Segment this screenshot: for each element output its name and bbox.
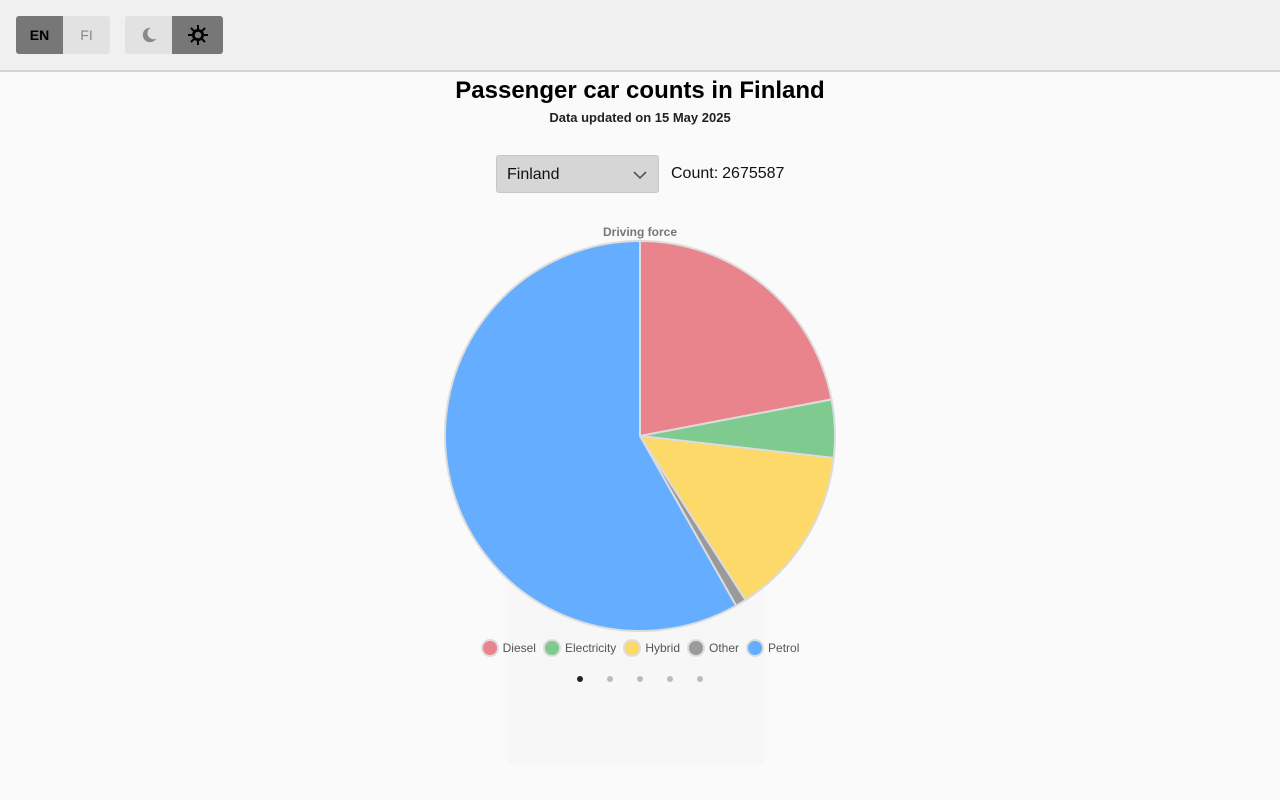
pie-chart bbox=[444, 239, 836, 632]
legend-item-other[interactable]: Other bbox=[687, 639, 739, 657]
legend-swatch bbox=[480, 639, 499, 657]
moon-icon bbox=[142, 27, 156, 43]
legend-label: Petrol bbox=[768, 641, 800, 655]
language-toggle: EN FI bbox=[16, 16, 110, 54]
chart-legend: Diesel Electricity Hybrid Other Petrol bbox=[0, 639, 1280, 657]
legend-item-hybrid[interactable]: Hybrid bbox=[623, 639, 680, 657]
light-mode-button[interactable] bbox=[172, 16, 223, 54]
region-select-value: Finland bbox=[507, 166, 560, 183]
pie-slice-diesel[interactable] bbox=[639, 239, 833, 438]
dark-mode-button[interactable] bbox=[125, 16, 172, 54]
pager-dot-2[interactable] bbox=[607, 676, 613, 682]
legend-swatch bbox=[687, 639, 705, 657]
legend-item-petrol[interactable]: Petrol bbox=[746, 639, 799, 657]
page-title: Passenger car counts in Finland bbox=[455, 77, 825, 104]
legend-label: Diesel bbox=[502, 641, 536, 655]
data-updated-text: Data updated on 15 May 2025 bbox=[549, 110, 731, 125]
pager-dot-3[interactable] bbox=[637, 676, 643, 682]
pager-dot-1[interactable] bbox=[577, 676, 583, 682]
legend-label: Hybrid bbox=[645, 641, 680, 655]
legend-label: Electricity bbox=[564, 641, 617, 655]
chart-title: Driving force bbox=[602, 225, 677, 239]
sun-gear-icon bbox=[187, 25, 208, 45]
count-value: 2675587 bbox=[722, 165, 785, 182]
legend-item-electricity[interactable]: Electricity bbox=[542, 639, 617, 657]
chevron-down-icon bbox=[633, 171, 647, 180]
language-fi-button[interactable]: FI bbox=[63, 16, 110, 54]
legend-swatch bbox=[623, 639, 642, 657]
language-en-button[interactable]: EN bbox=[16, 16, 63, 54]
region-select[interactable]: Finland bbox=[496, 155, 659, 193]
pager-dot-5[interactable] bbox=[697, 676, 703, 682]
top-bar: EN FI bbox=[0, 0, 1280, 72]
legend-swatch bbox=[542, 639, 561, 657]
pie-slice-hybrid[interactable] bbox=[638, 434, 835, 602]
count-label: Count: bbox=[671, 165, 719, 182]
pie-slice-petrol[interactable] bbox=[444, 239, 738, 632]
count-display: Count: 2675587 bbox=[671, 165, 784, 183]
legend-label: Other bbox=[709, 641, 740, 655]
pager-dot-4[interactable] bbox=[667, 676, 673, 682]
chart-pager bbox=[0, 676, 1280, 682]
legend-swatch bbox=[746, 639, 765, 657]
legend-item-diesel[interactable]: Diesel bbox=[480, 639, 536, 657]
theme-toggle bbox=[125, 16, 223, 54]
